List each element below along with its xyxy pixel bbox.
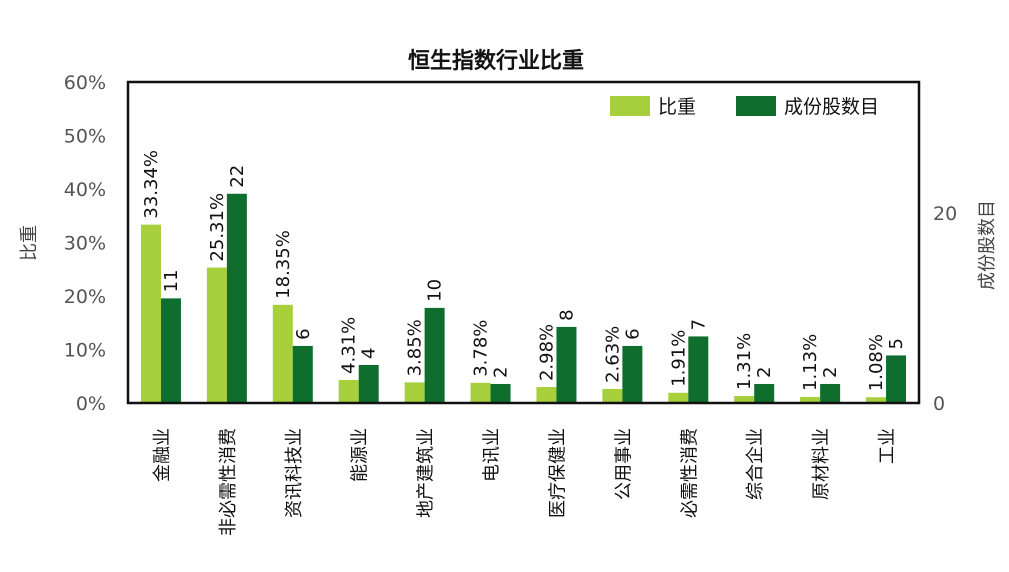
bar-weight (668, 392, 689, 403)
y-tick-label: 0% (76, 393, 106, 415)
data-label: 3.78% (471, 320, 492, 377)
y2-tick-label: 20 (933, 203, 957, 225)
category-label: 原材料业 (811, 428, 832, 500)
data-label: 2 (754, 367, 775, 378)
data-label: 1.13% (800, 334, 821, 391)
data-label: 6 (293, 328, 314, 339)
category-label: 电讯业 (482, 428, 503, 482)
bar-count (226, 193, 247, 403)
data-label: 2.63% (602, 326, 623, 383)
legend-label-1: 比重 (658, 96, 696, 118)
data-label: 33.34% (141, 150, 162, 219)
category-label: 公用事业 (613, 428, 634, 500)
category-label: 地产建筑业 (416, 428, 437, 518)
y-tick-label: 40% (64, 179, 106, 201)
data-label: 18.35% (273, 230, 294, 299)
bar-count (820, 383, 841, 403)
bar-weight (800, 396, 821, 403)
data-label: 1.91% (668, 330, 689, 387)
data-label: 1.31% (734, 333, 755, 390)
category-label: 必需性消费 (679, 428, 700, 518)
category-label: 能源业 (350, 428, 371, 482)
y-axis-label: 比重 (19, 225, 40, 261)
data-label: 5 (886, 338, 907, 349)
bar-count (622, 345, 643, 403)
chart-title: 恒生指数行业比重 (408, 48, 584, 74)
bar-count (358, 364, 379, 403)
bar-count (292, 345, 313, 403)
bar-weight (206, 267, 227, 403)
y-tick-label: 20% (64, 286, 106, 308)
category-label: 医疗保健业 (547, 428, 568, 518)
bar-count (556, 326, 577, 403)
bar-weight (866, 397, 887, 403)
data-label: 4 (359, 348, 380, 359)
data-label: 8 (556, 309, 577, 320)
bar-weight (140, 224, 161, 403)
y-tick-label: 10% (64, 340, 106, 362)
bar-count (424, 307, 445, 403)
plot-frame (126, 80, 921, 405)
data-label: 10 (425, 279, 446, 302)
data-label: 11 (161, 269, 182, 292)
y-tick-label: 30% (64, 233, 106, 255)
bar-weight (734, 395, 755, 403)
legend-label-2: 成份股数目 (784, 96, 879, 118)
bar-weight (404, 382, 425, 403)
legend-swatch-1 (610, 96, 650, 116)
category-label: 工业 (877, 428, 898, 464)
y2-axis-label: 成份股数目 (977, 200, 998, 290)
data-label: 3.85% (405, 319, 426, 376)
data-label: 2.98% (536, 324, 557, 381)
category-label: 资讯科技业 (284, 428, 305, 518)
data-label: 2 (820, 367, 841, 378)
bar-count (490, 383, 511, 403)
legend-swatch-2 (736, 96, 776, 116)
y-tick-label: 60% (64, 72, 106, 94)
bar-weight (536, 387, 557, 403)
data-label: 25.31% (207, 193, 228, 262)
bar-count (688, 336, 709, 403)
y-tick-label: 50% (64, 126, 106, 148)
data-label: 6 (622, 328, 643, 339)
category-label: 综合企业 (745, 428, 766, 500)
legend: 比重 成份股数目 (610, 96, 879, 118)
data-label: 4.31% (339, 317, 360, 374)
bar-weight (338, 379, 359, 403)
data-label: 7 (688, 319, 709, 330)
bar-count (754, 383, 775, 403)
y2-tick-label: 0 (933, 393, 945, 415)
category-label: 非必需性消费 (218, 428, 239, 536)
bar-count (886, 355, 907, 403)
category-label: 金融业 (152, 428, 173, 482)
data-label: 1.08% (866, 334, 887, 391)
bar-weight (272, 304, 293, 403)
data-label: 22 (227, 165, 248, 188)
data-label: 2 (491, 367, 512, 378)
bar-weight (470, 382, 491, 403)
bar-weight (602, 388, 623, 403)
bar-count (160, 298, 181, 403)
